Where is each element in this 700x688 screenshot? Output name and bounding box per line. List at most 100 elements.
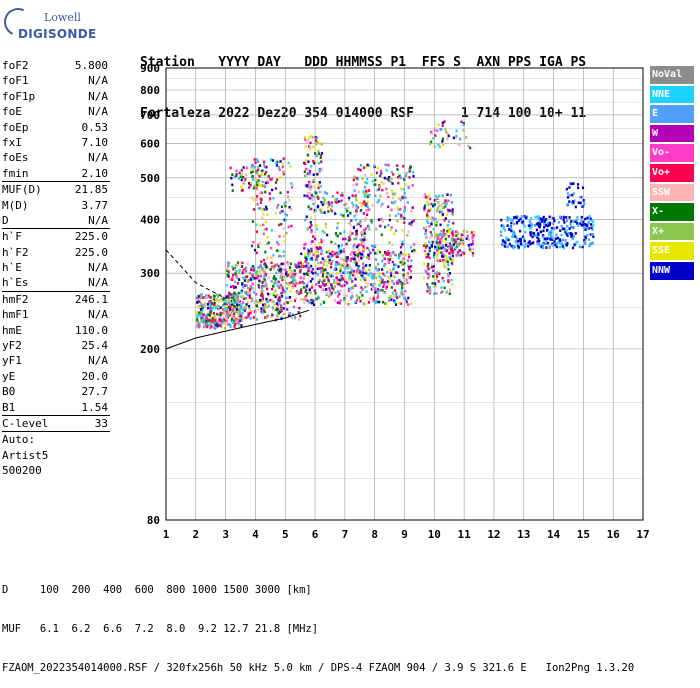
echo-point — [223, 302, 226, 306]
echo-point — [333, 278, 336, 282]
echo-point — [210, 302, 214, 305]
echo-point — [366, 256, 369, 259]
x-tick-label: 10 — [428, 528, 441, 541]
echo-point — [367, 282, 370, 286]
echo-point — [336, 301, 339, 304]
echo-point — [264, 273, 268, 277]
param-row: fxI 7.10 — [2, 135, 110, 150]
echo-point — [346, 281, 349, 285]
echo-point — [401, 258, 404, 262]
echo-point — [399, 176, 402, 180]
echo-point — [272, 308, 275, 311]
echo-point — [424, 252, 427, 256]
echo-point — [238, 269, 241, 272]
echo-point — [449, 257, 452, 261]
echo-point — [504, 228, 507, 232]
echo-point — [261, 311, 264, 315]
echo-point — [262, 289, 265, 292]
echo-point — [428, 286, 431, 289]
echo-point — [362, 255, 365, 258]
param-value: 246.1 — [74, 292, 108, 306]
echo-point — [231, 292, 234, 296]
echo-point — [241, 261, 244, 265]
echo-point — [360, 240, 363, 244]
echo-point — [519, 242, 522, 246]
echo-point — [361, 274, 364, 278]
echo-point — [258, 269, 261, 272]
echo-point — [317, 197, 320, 200]
echo-point — [576, 183, 580, 186]
echo-point — [558, 241, 561, 245]
echo-point — [334, 280, 338, 283]
echo-point — [361, 177, 364, 180]
echo-point — [296, 291, 299, 294]
echo-point — [312, 235, 315, 238]
echo-point — [343, 298, 346, 302]
echo-point — [441, 202, 444, 206]
echo-point — [232, 267, 235, 271]
echo-point — [303, 135, 307, 139]
echo-point — [283, 202, 286, 205]
echo-point — [429, 236, 432, 240]
echo-point — [237, 291, 240, 295]
echo-point — [352, 226, 355, 230]
echo-point — [276, 160, 279, 164]
echo-point — [424, 236, 427, 240]
echo-point — [257, 181, 260, 185]
param-value: N/A — [88, 308, 108, 322]
echo-point — [213, 322, 216, 325]
echo-point — [426, 210, 430, 213]
echo-point — [286, 301, 289, 305]
plot-frame — [165, 67, 644, 521]
echo-point — [412, 219, 415, 223]
echo-point — [539, 244, 542, 248]
echo-point — [455, 234, 458, 237]
echo-point — [313, 289, 316, 292]
echo-point — [406, 234, 409, 237]
echo-point — [363, 219, 366, 223]
echo-point — [320, 252, 323, 256]
echo-point — [443, 120, 446, 123]
echo-point — [344, 280, 347, 283]
echo-point — [386, 177, 389, 181]
echo-point — [388, 241, 391, 244]
echo-point — [455, 230, 458, 233]
echo-point — [273, 303, 276, 307]
echo-point — [216, 324, 219, 328]
echo-point — [448, 251, 451, 255]
echo-point — [231, 315, 234, 319]
echo-point — [294, 272, 297, 276]
echo-point — [328, 295, 331, 298]
echo-point — [264, 205, 268, 209]
echo-point — [357, 267, 360, 270]
echo-point — [334, 263, 337, 267]
echo-point — [437, 244, 440, 247]
echo-point — [362, 262, 365, 266]
echo-point — [393, 275, 396, 279]
echo-point — [247, 286, 250, 290]
param-key: foEs — [2, 151, 29, 165]
echo-point — [255, 293, 258, 296]
legend-item: SSE — [650, 242, 694, 260]
echo-point — [553, 219, 556, 223]
echo-point — [218, 313, 221, 317]
echo-point — [285, 296, 288, 300]
echo-point — [399, 245, 403, 249]
echo-point — [255, 171, 259, 174]
echo-point — [354, 284, 357, 287]
echo-point — [403, 178, 406, 181]
echo-point — [345, 207, 348, 211]
echo-point — [316, 267, 319, 271]
echo-point — [222, 304, 225, 307]
echo-point — [442, 258, 445, 262]
echo-point — [554, 226, 557, 230]
echo-point — [207, 294, 210, 298]
echo-point — [205, 295, 209, 299]
echo-point — [378, 300, 381, 304]
echo-point — [321, 288, 324, 292]
echo-point — [303, 194, 306, 197]
echo-point — [544, 223, 548, 227]
echo-point — [548, 215, 551, 219]
echo-point — [308, 191, 312, 195]
echo-point — [196, 296, 199, 300]
